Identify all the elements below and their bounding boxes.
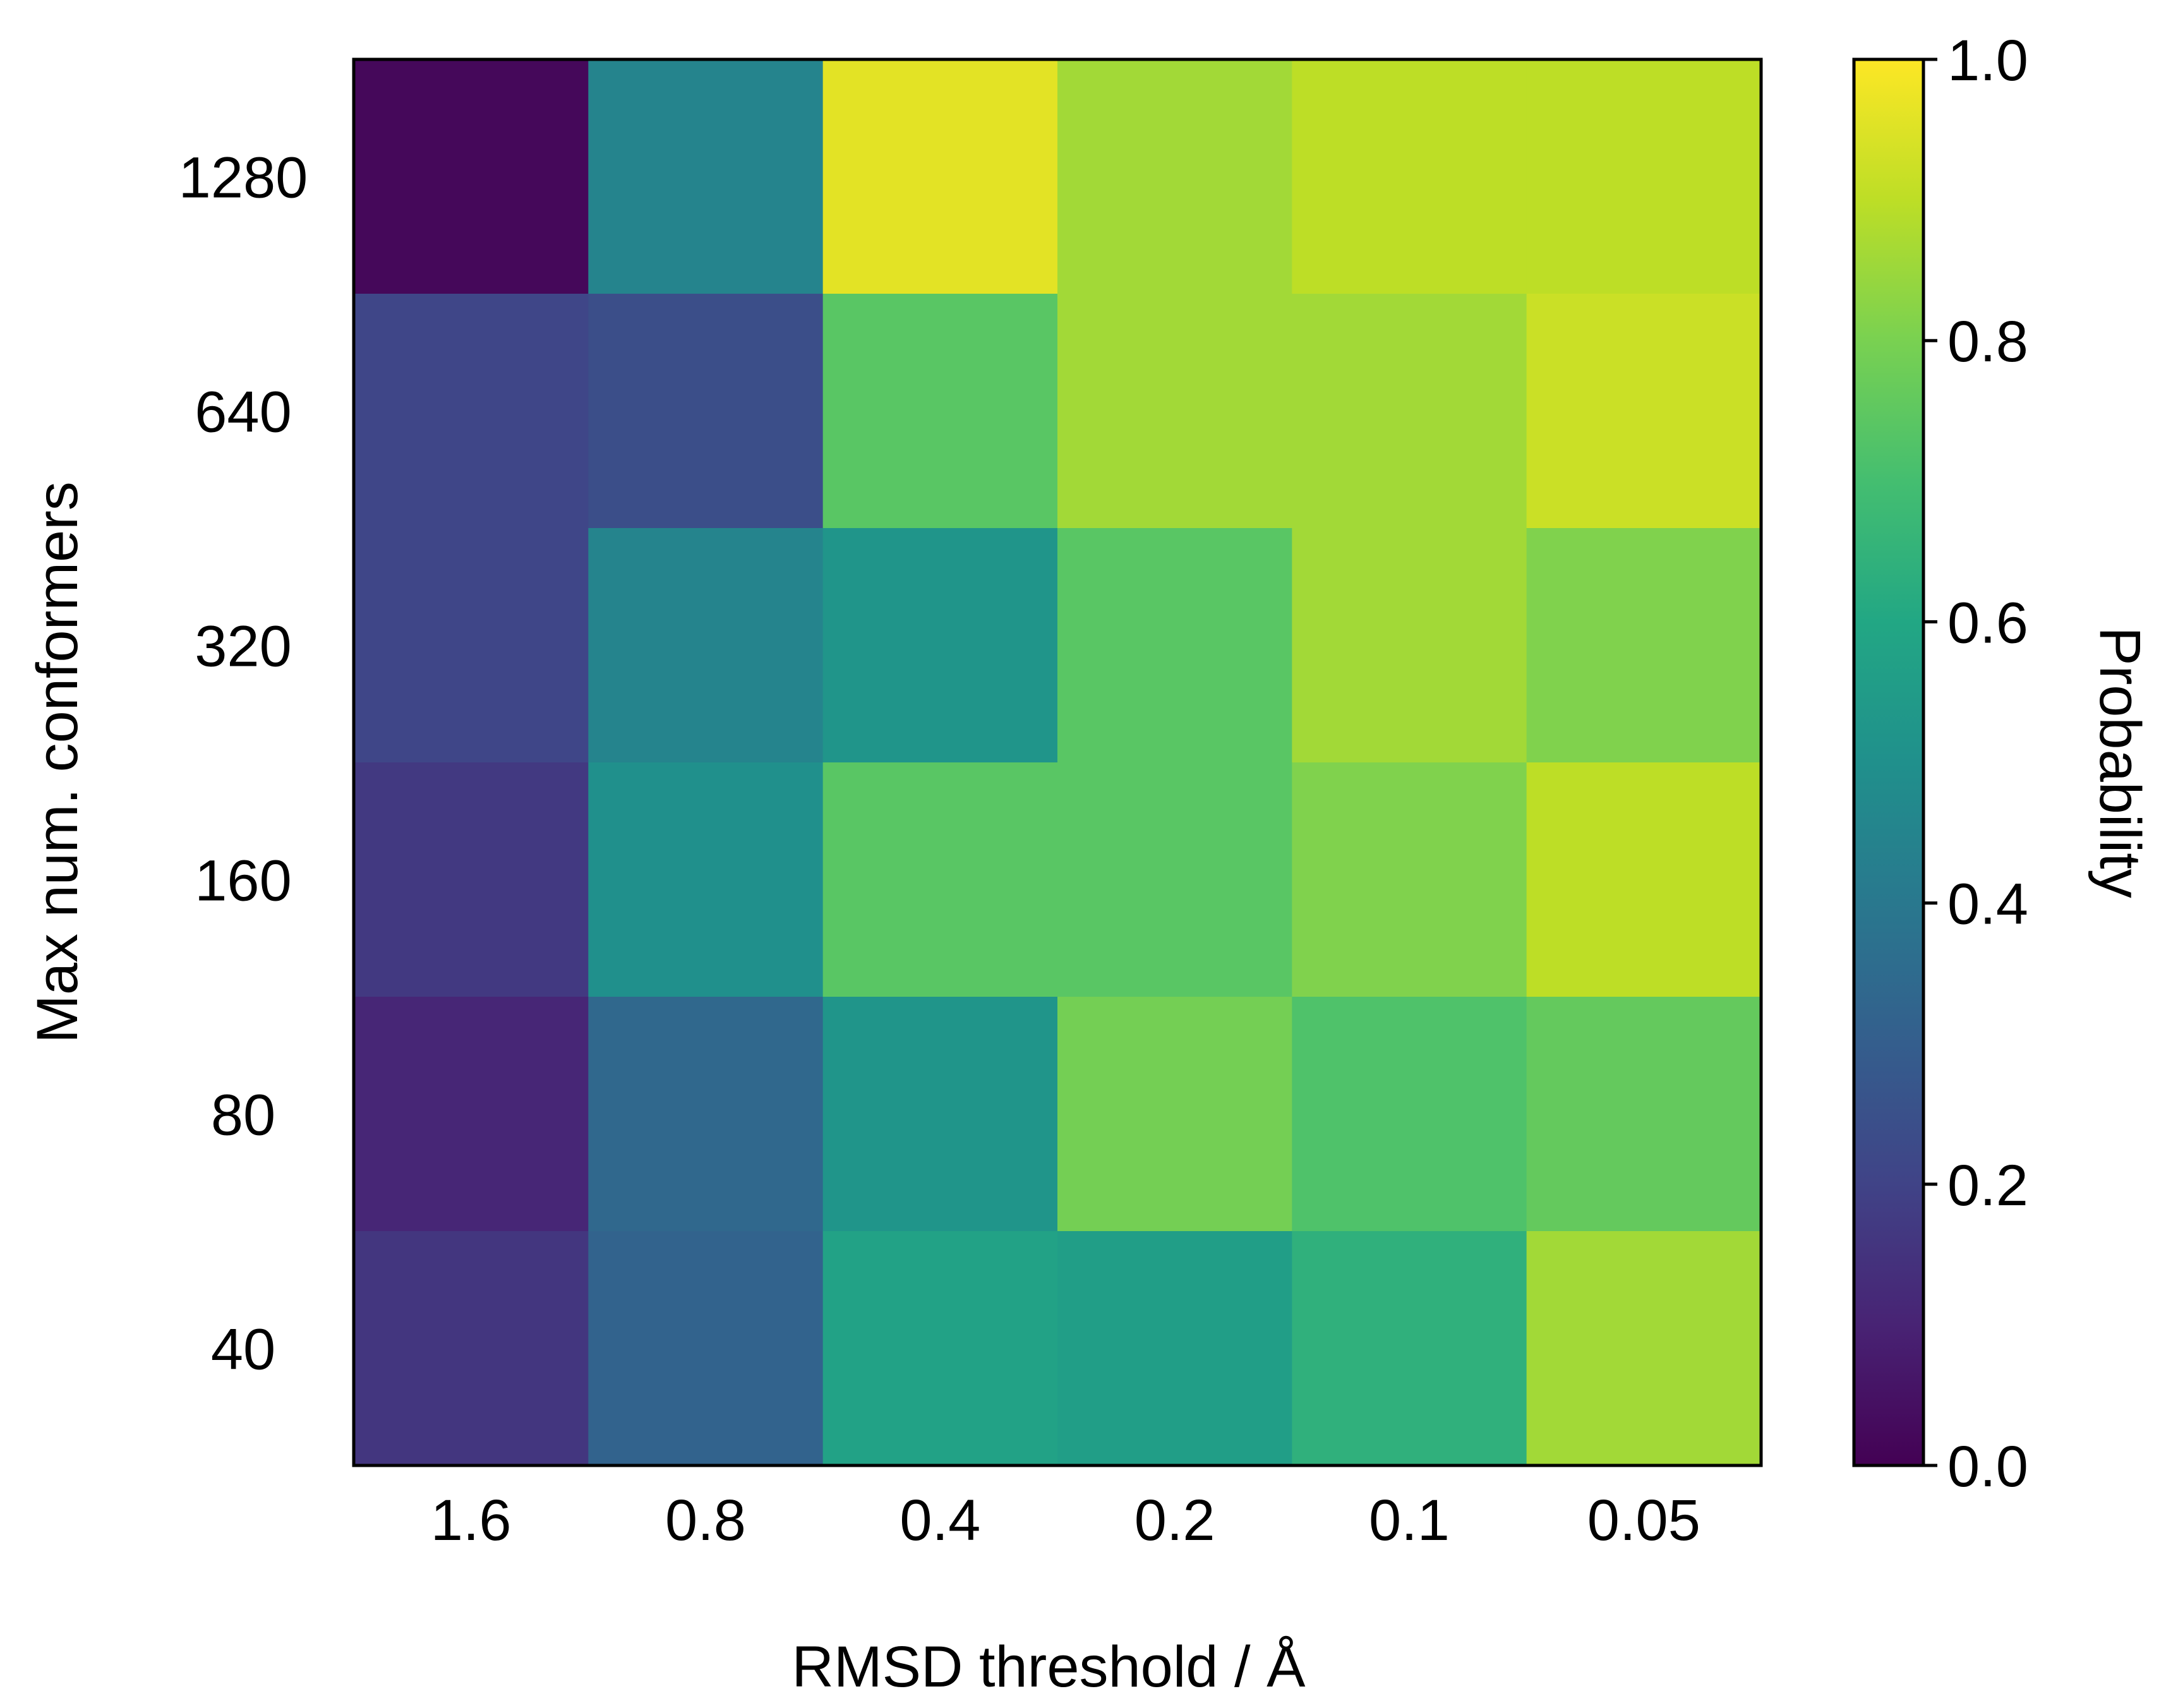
x-tick-label: 0.1 [1369, 1488, 1450, 1553]
heatmap-cell [1526, 997, 1762, 1232]
y-tick-label: 80 [211, 1083, 275, 1148]
colorbar-ticks: 0.0 0.2 0.4 0.6 0.8 1.0 [1923, 28, 2028, 1499]
heatmap-cell [354, 294, 589, 529]
heatmap-cell [588, 1231, 824, 1466]
heatmap-cell [1526, 1231, 1762, 1466]
y-tick-label: 40 [211, 1318, 275, 1382]
colorbar-tick-label: 0.8 [1947, 310, 2028, 374]
heatmap-cell [1057, 997, 1293, 1232]
x-axis-label: RMSD threshold / Å [792, 1635, 1306, 1699]
colorbar [1852, 57, 1925, 1467]
heatmap-cell [822, 762, 1058, 997]
y-tick-label: 1280 [179, 146, 308, 210]
colorbar-tick-label: 0.4 [1947, 872, 2028, 937]
heatmap-cell [354, 1231, 589, 1466]
x-tick-label: 0.8 [665, 1488, 746, 1553]
heatmap-cell [354, 997, 589, 1232]
heatmap-cell [1292, 294, 1527, 529]
colorbar-tick-label: 1.0 [1947, 28, 2028, 93]
y-tick-label: 640 [195, 380, 292, 445]
heatmap-cell [354, 528, 589, 763]
y-axis-label: Max num. conformers [25, 481, 90, 1043]
colorbar-tick-label: 0.6 [1947, 591, 2028, 655]
heatmap-cell [588, 762, 824, 997]
heatmap-cell [1057, 59, 1293, 294]
heatmap-cell [1292, 762, 1527, 997]
y-axis-ticks: 1280 640 320 160 80 40 [179, 146, 308, 1382]
colorbar-label: Probability [2088, 627, 2152, 898]
heatmap-cell [1292, 528, 1527, 763]
heatmap-cell [822, 1231, 1058, 1466]
heatmap-cell [354, 59, 589, 294]
heatmap-cell [1057, 1231, 1293, 1466]
x-tick-label: 0.2 [1134, 1488, 1215, 1553]
heatmap-cell [1292, 997, 1527, 1232]
heatmap-cell [1057, 762, 1293, 997]
heatmap-cell [588, 528, 824, 763]
heatmap-cell [822, 59, 1058, 294]
heatmap-cell [354, 762, 589, 997]
heatmap-cells [354, 59, 1762, 1466]
heatmap-cell [822, 997, 1058, 1232]
heatmap-cell [1292, 59, 1527, 294]
x-tick-label: 0.4 [899, 1488, 980, 1553]
heatmap-cell [1526, 762, 1762, 997]
colorbar-tick-label: 0.0 [1947, 1434, 2028, 1499]
heatmap-cell [1057, 528, 1293, 763]
y-tick-label: 160 [195, 849, 292, 913]
heatmap-cell [1292, 1231, 1527, 1466]
heatmap-cell [1526, 294, 1762, 529]
x-tick-label: 1.6 [431, 1488, 512, 1553]
x-tick-label: 0.05 [1587, 1488, 1700, 1553]
plot-frame [352, 57, 1763, 1467]
y-tick-label: 320 [195, 615, 292, 679]
colorbar-tick-label: 0.2 [1947, 1153, 2028, 1218]
heatmap-cell [588, 997, 824, 1232]
heatmap-cell [588, 294, 824, 529]
heatmap-cell [1526, 59, 1762, 294]
heatmap-cell [822, 528, 1058, 763]
heatmap-cell [588, 59, 824, 294]
heatmap-cell [1057, 294, 1293, 529]
heatmap-cell [822, 294, 1058, 529]
x-axis-ticks: 1.6 0.8 0.4 0.2 0.1 0.05 [431, 1488, 1700, 1553]
heatmap-cell [1526, 528, 1762, 763]
